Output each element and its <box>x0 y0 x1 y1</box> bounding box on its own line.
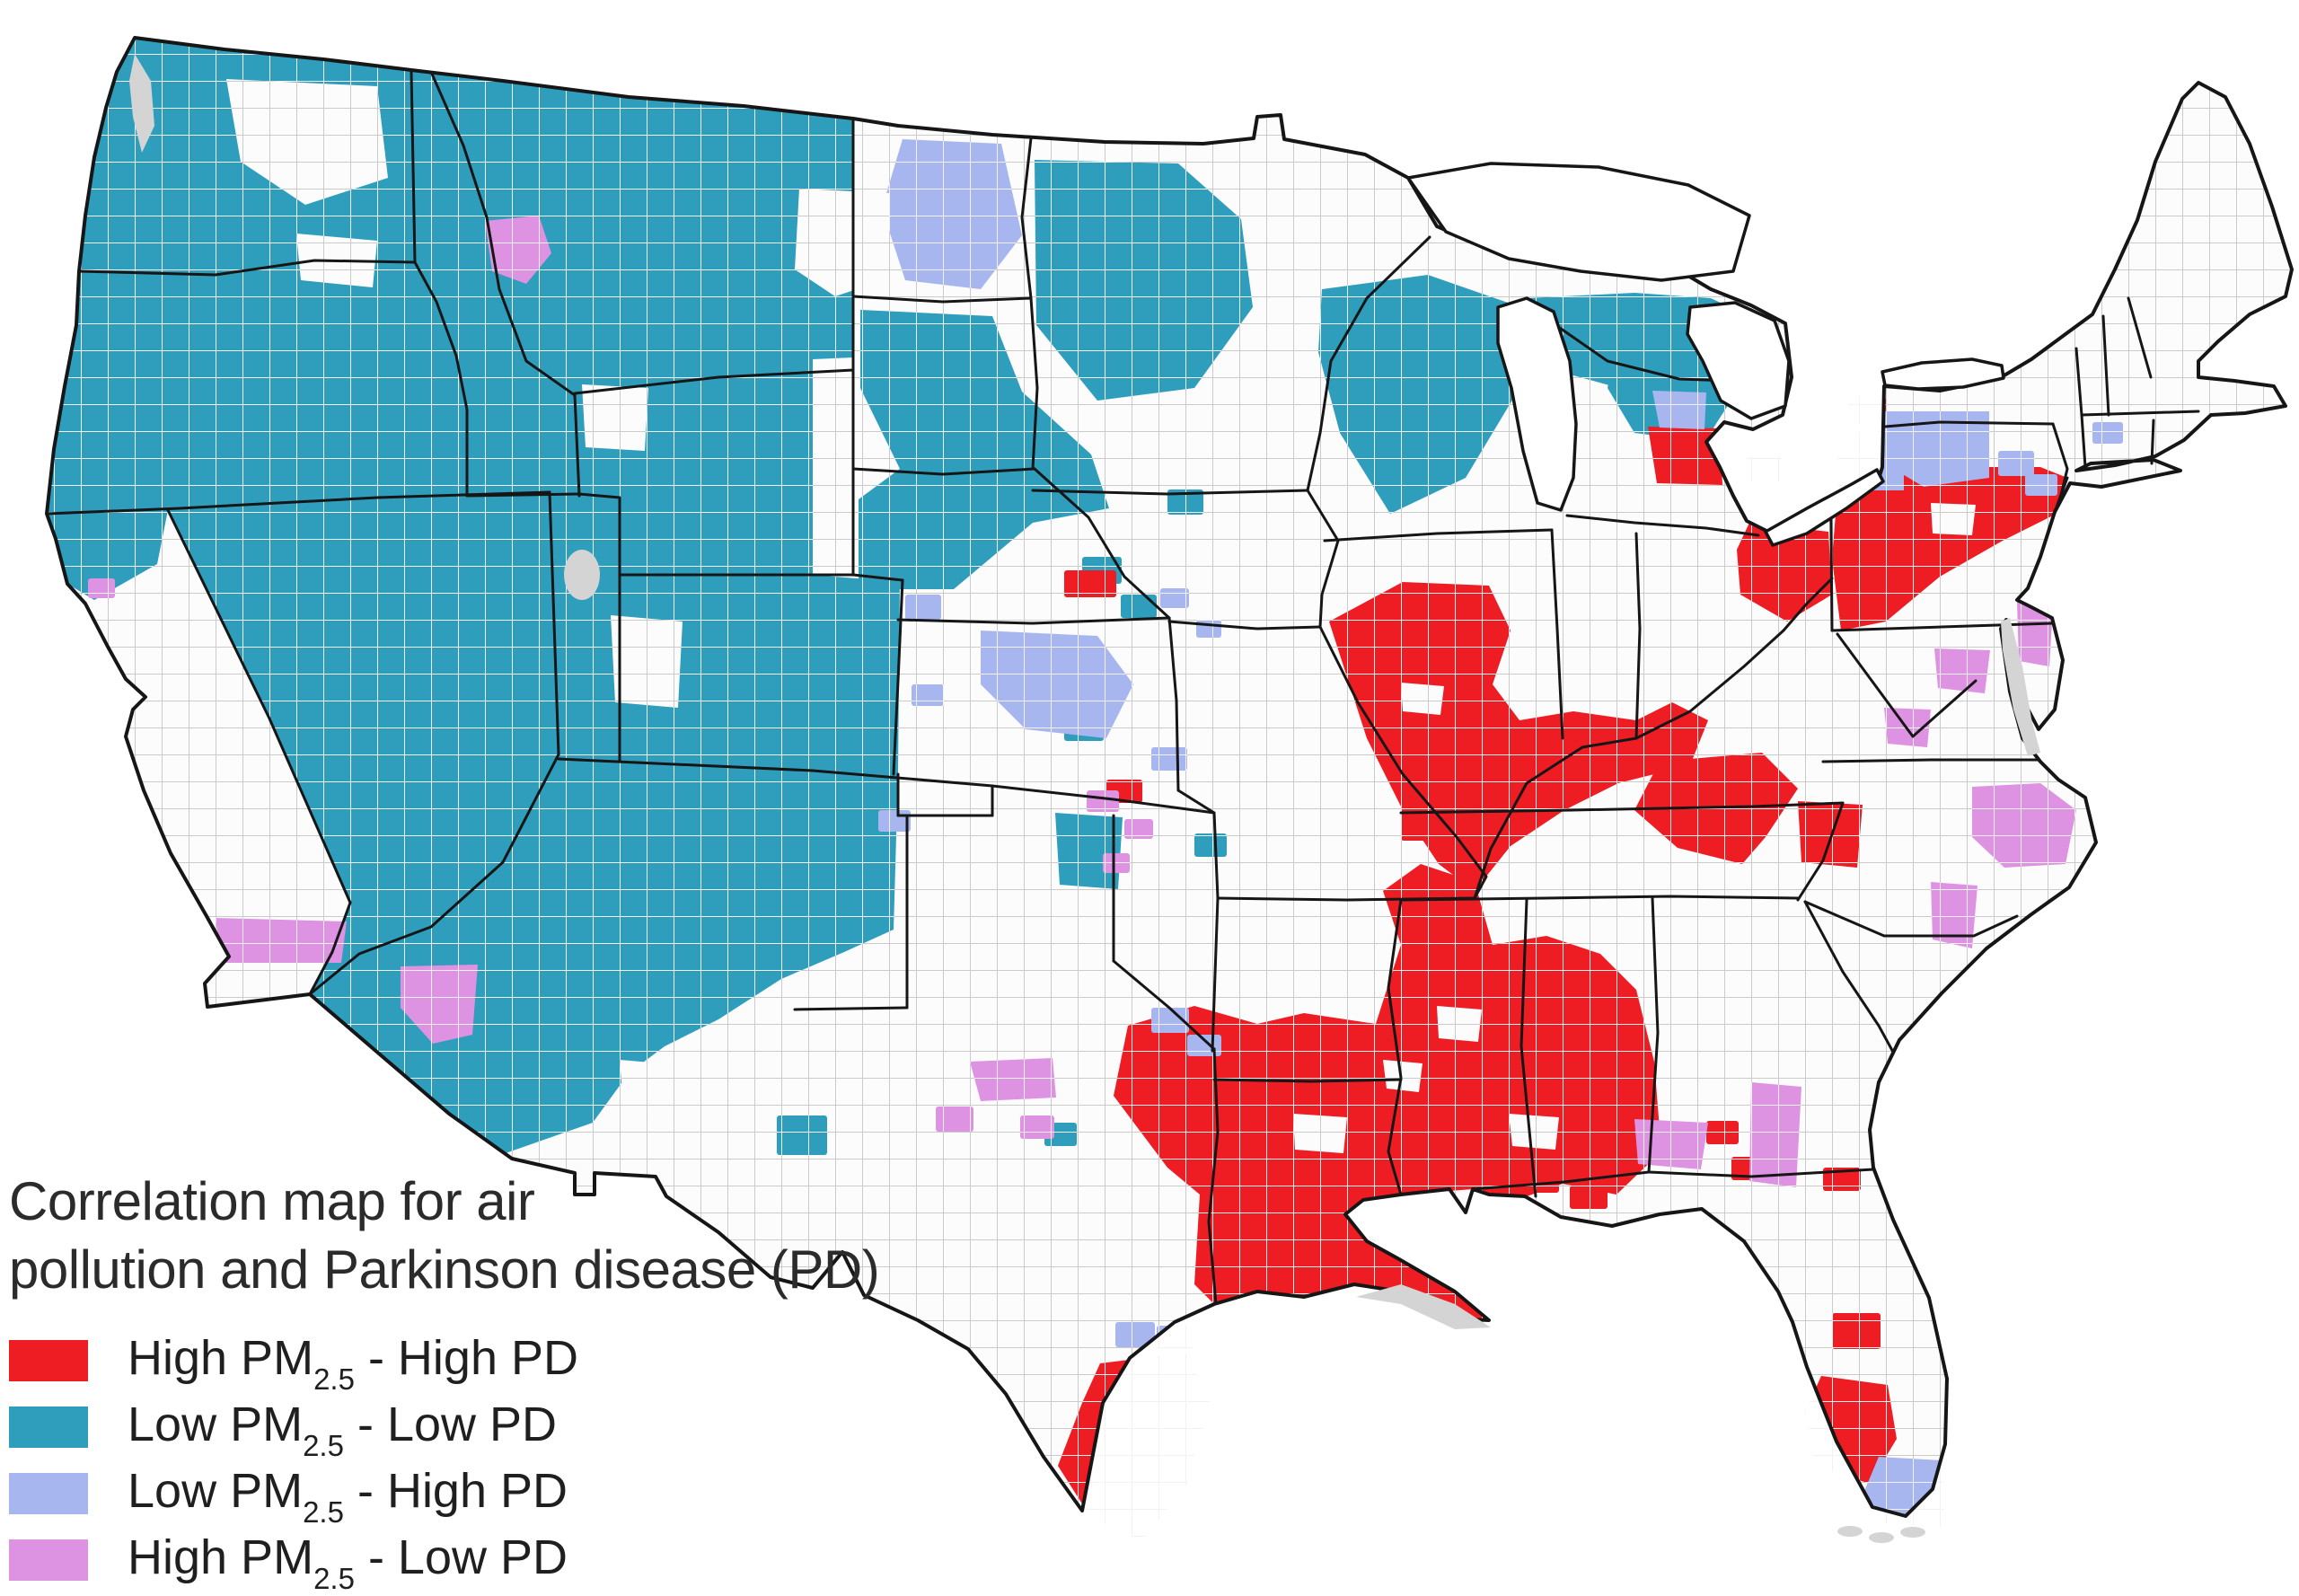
florida-keys-detail <box>1900 1527 1925 1538</box>
state-border-line <box>851 467 1036 476</box>
state-border-line <box>1112 959 1216 1051</box>
legend-item-high-pm-low-pd: High PM2.5 - Low PD <box>9 1527 578 1596</box>
state-border-line <box>1473 629 1785 900</box>
florida-keys-detail <box>1869 1532 1894 1543</box>
state-border-line <box>892 578 904 776</box>
state-border-line <box>896 616 1171 625</box>
state-border-line <box>1828 431 1834 632</box>
map-legend: High PM2.5 - High PD Low PM2.5 - Low PD … <box>9 1327 579 1596</box>
state-border-line <box>1782 577 1834 632</box>
state-border-line <box>429 70 577 397</box>
state-border-line <box>548 490 560 756</box>
state-border-line <box>1029 296 1039 471</box>
state-border-line <box>1020 137 1033 300</box>
coastal-water-detail <box>129 54 154 153</box>
state-border-line <box>1399 895 1800 902</box>
legend-item-low-pm-low-pd: Low PM2.5 - Low PD <box>9 1394 578 1463</box>
state-border-line <box>1550 528 1564 740</box>
state-border-line <box>1167 620 1322 630</box>
map-title-line1: Correlation map for air <box>9 1171 535 1231</box>
state-border-line <box>2080 410 2200 417</box>
lakes-layer <box>1406 162 2005 547</box>
state-border-line <box>1323 528 1554 542</box>
state-border-line <box>1830 622 2055 632</box>
state-border-line <box>1306 235 1431 492</box>
state-border-line <box>573 393 581 498</box>
state-border-line <box>308 901 352 996</box>
coastal-water-detail <box>1356 1284 1491 1329</box>
state-borders-layer <box>47 70 2200 1306</box>
legend-label-low-pm-low-pd: Low PM2.5 - Low PD <box>128 1397 558 1463</box>
state-border-line <box>851 295 1033 304</box>
state-border-line <box>1647 1168 1875 1178</box>
water-details-layer <box>129 54 2040 1543</box>
state-border-line <box>2101 314 2110 417</box>
state-border-line <box>1031 489 1309 496</box>
map-title-line2: pollution and Parkinson disease (PD) <box>9 1239 880 1300</box>
state-border-line <box>1306 489 1340 629</box>
state-border-line <box>413 260 469 498</box>
state-border-line <box>1520 300 1735 383</box>
legend-label-high-pm-high-pd: High PM2.5 - High PD <box>128 1330 579 1397</box>
legend-swatch-low-pm-high-pd <box>9 1473 88 1514</box>
state-border-line <box>1207 1047 1220 1306</box>
state-border-line <box>47 490 551 516</box>
state-border-line <box>1796 801 1845 902</box>
state-border-line <box>793 1006 909 1011</box>
lake-huron <box>1686 301 1791 420</box>
state-border-line <box>1821 758 2060 763</box>
state-border-line <box>1634 532 1642 740</box>
state-border-line <box>577 492 621 577</box>
state-border-line <box>1836 632 1977 738</box>
state-border-line <box>2074 347 2083 417</box>
legend-label-high-pm-low-pd: High PM2.5 - Low PD <box>128 1530 568 1596</box>
state-border-line <box>1212 1078 1403 1083</box>
state-border-line <box>1519 898 1537 1198</box>
state-border-line <box>573 368 855 395</box>
state-border-line <box>1176 789 1220 1053</box>
state-border-line <box>1565 514 1760 537</box>
great-salt-lake <box>564 550 600 600</box>
state-border-line <box>2080 413 2087 469</box>
lake-erie <box>1764 468 1885 547</box>
state-border-line <box>1803 900 1902 1067</box>
state-border-line <box>1803 900 2019 938</box>
state-border-line <box>2127 296 2153 379</box>
state-border-line <box>1647 896 1660 1174</box>
state-border-line <box>465 492 581 498</box>
map-title: Correlation map for air pollution and Pa… <box>9 1168 880 1304</box>
legend-swatch-high-pm-high-pd <box>9 1340 88 1381</box>
legend-item-high-pm-high-pd: High PM2.5 - High PD <box>9 1327 579 1397</box>
legend-swatch-high-pm-low-pd <box>9 1539 88 1581</box>
state-border-line <box>1318 625 1488 900</box>
coastal-water-detail <box>2001 618 2040 756</box>
state-border-line <box>1399 801 1845 815</box>
lake-michigan <box>1496 296 1578 512</box>
state-border-line <box>1387 898 1403 1196</box>
state-border-line <box>1167 616 1180 792</box>
florida-keys-detail <box>1837 1526 1863 1537</box>
state-border-line <box>166 508 352 904</box>
state-border-line <box>410 70 417 264</box>
state-border-line <box>308 753 560 996</box>
state-border-line <box>1471 1170 1651 1191</box>
state-border-line <box>618 573 904 582</box>
lake-ontario <box>1881 357 2005 391</box>
state-border-line <box>1033 467 1171 620</box>
state-border-line <box>77 259 417 277</box>
legend-swatch-low-pm-low-pd <box>9 1406 88 1448</box>
legend-item-low-pm-high-pd: Low PM2.5 - High PD <box>9 1460 578 1530</box>
legend-label-low-pm-high-pd: Low PM2.5 - High PD <box>128 1463 568 1530</box>
lake-superior <box>1406 162 1751 282</box>
